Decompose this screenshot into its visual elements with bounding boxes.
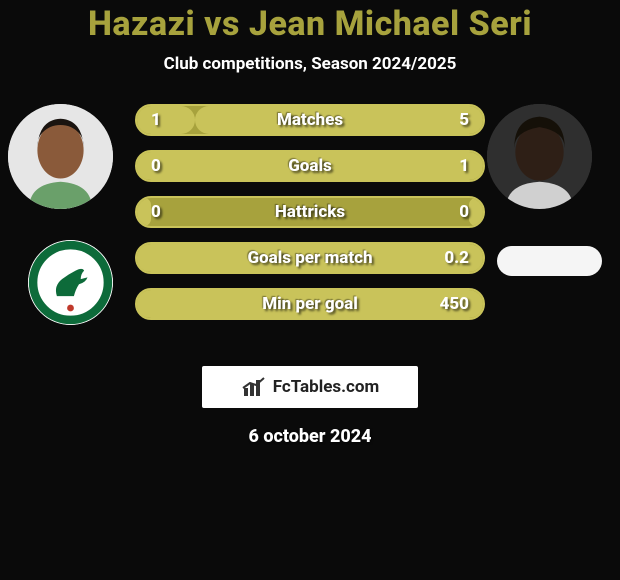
stat-row: Hattricks0 0 [135, 196, 485, 228]
date-text: 6 october 2024 [0, 426, 620, 447]
branding-badge: FcTables.com [202, 366, 418, 408]
content-area: Matches15Goals01Hattricks00Goals per mat… [0, 104, 620, 344]
stat-label: Goals per match [137, 244, 483, 272]
page-title: Hazazi vs Jean Michael Seri [0, 0, 620, 44]
stat-label: Goals [137, 152, 483, 180]
player-left-avatar [8, 104, 113, 209]
stat-label: Hattricks [137, 198, 483, 226]
stat-value-right: 5 [459, 106, 469, 134]
subtitle: Club competitions, Season 2024/2025 [0, 54, 620, 74]
comparison-card: Hazazi vs Jean Michael Seri Club competi… [0, 0, 620, 580]
club-crest-right [497, 246, 602, 276]
stat-row: Matches1 5 [135, 104, 485, 136]
club-crest-left-svg [28, 240, 113, 325]
stat-row: Goals per match0.2 [135, 242, 485, 274]
player-right-avatar-svg [487, 104, 592, 209]
stat-bars: Matches15Goals01Hattricks00Goals per mat… [135, 104, 485, 320]
stat-value-left: 0 [151, 198, 161, 226]
club-crest-left [28, 240, 113, 325]
branding-chart-icon [241, 376, 267, 398]
stat-value-right: 450 [440, 290, 469, 318]
stat-value-left: 0 [151, 152, 161, 180]
stat-value-right: 0 [459, 198, 469, 226]
stat-value-right: 1 [459, 152, 469, 180]
stat-label: Min per goal [137, 290, 483, 318]
stat-row: Min per goal450 [135, 288, 485, 320]
stat-value-right: 0.2 [444, 244, 469, 272]
player-right-avatar [487, 104, 592, 209]
stat-label: Matches [137, 106, 483, 134]
stat-value-left: 1 [151, 106, 161, 134]
stat-row: Goals0 1 [135, 150, 485, 182]
player-left-avatar-svg [8, 104, 113, 209]
branding-text: FcTables.com [273, 377, 379, 397]
